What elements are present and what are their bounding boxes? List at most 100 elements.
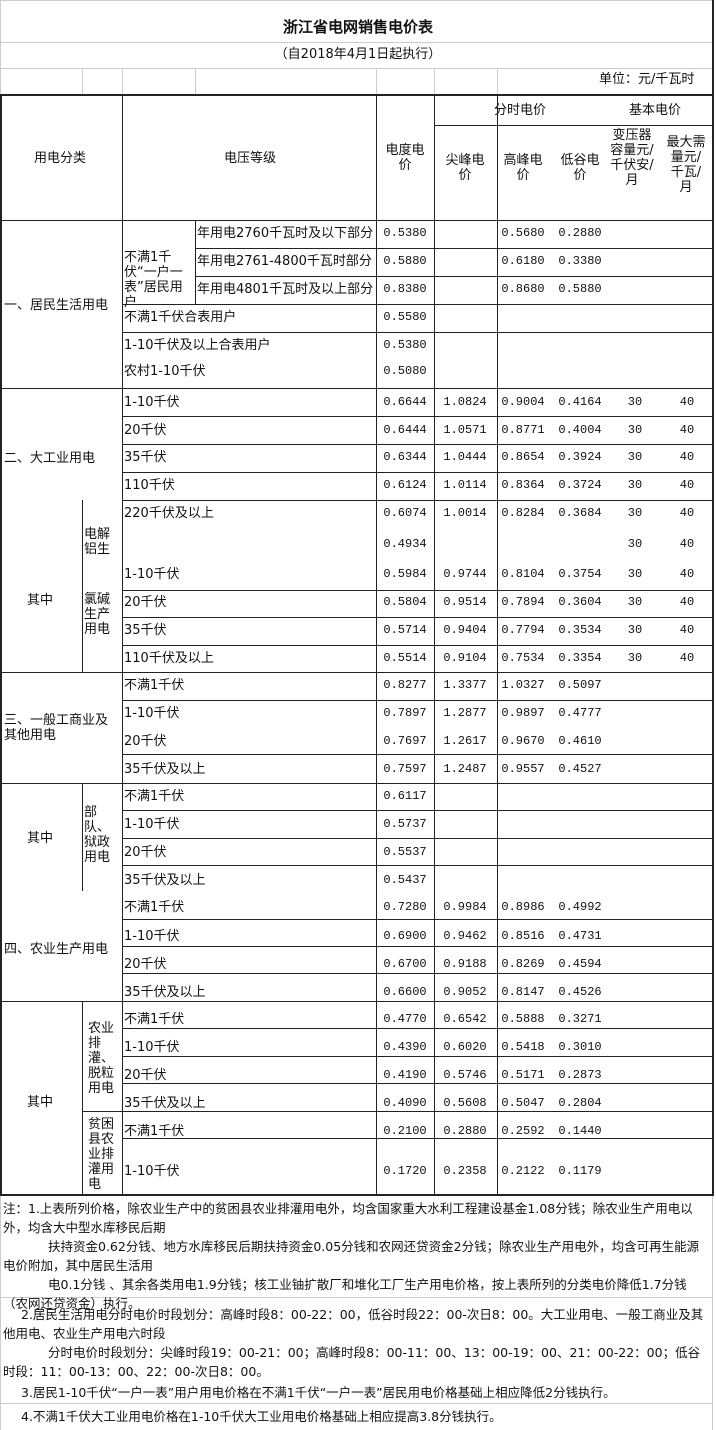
- grid-line: [122, 94, 123, 1196]
- energy-price: 0.4190: [383, 1068, 427, 1082]
- valley-price: 0.3724: [558, 478, 602, 492]
- energy-price: 0.1720: [383, 1164, 427, 1178]
- voltage-level: 1-10千伏: [124, 567, 180, 582]
- voltage-level: 不满1千伏: [124, 900, 185, 915]
- energy-price: 0.7280: [383, 900, 427, 914]
- energy-price: 0.7597: [383, 762, 427, 776]
- voltage-level: 110千伏及以上: [124, 651, 214, 666]
- grid-line: [122, 919, 712, 920]
- energy-price: 0.5380: [383, 338, 427, 352]
- sharp-peak-price: 0.9514: [443, 595, 487, 609]
- sharp-peak-price: 0.9052: [443, 985, 487, 999]
- grid-line: [122, 332, 712, 333]
- sharp-peak-price: 1.0444: [443, 450, 487, 464]
- grid-line: [712, 1196, 713, 1430]
- grid-line: [0, 1196, 1, 1430]
- grid-line: [195, 276, 712, 277]
- valley-price: 0.4594: [558, 957, 602, 971]
- sharp-peak-price: 0.9404: [443, 623, 487, 637]
- valley-price: 0.3924: [558, 450, 602, 464]
- sharp-peak-price: 0.9744: [443, 567, 487, 581]
- valley-price: 0.4610: [558, 734, 602, 748]
- voltage-level: 35千伏及以上: [124, 762, 206, 777]
- voltage-level: 35千伏: [124, 450, 167, 465]
- header-category: 用电分类: [33, 151, 87, 166]
- voltage-level: 不满1千伏: [124, 1124, 185, 1139]
- voltage-level: 35千伏及以上: [124, 1096, 206, 1111]
- grid-line: [0, 68, 712, 69]
- grid-line: [122, 838, 712, 839]
- peak-price: 0.7894: [501, 595, 545, 609]
- peak-price: 0.5680: [501, 226, 545, 240]
- grid-line: [122, 700, 712, 701]
- category-residential: 一、居民生活用电: [4, 298, 109, 313]
- peak-price: 0.5888: [501, 1012, 545, 1026]
- grid-line: [0, 783, 712, 784]
- energy-price: 0.2100: [383, 1124, 427, 1138]
- peak-price: 0.8654: [501, 450, 545, 464]
- voltage-level: 20千伏: [124, 423, 167, 438]
- energy-price: 0.4934: [383, 537, 427, 551]
- grid-line: [0, 42, 712, 43]
- grid-line: [122, 865, 712, 866]
- grid-line: [122, 444, 712, 445]
- header-voltage: 电压等级: [223, 151, 277, 166]
- energy-price: 0.5380: [383, 226, 427, 240]
- max-demand-price: 40: [679, 506, 695, 520]
- subcategory-irrigation: 农业排灌、脱粒用电: [88, 1021, 115, 1096]
- energy-price: 0.5580: [383, 310, 427, 324]
- energy-price: 0.6344: [383, 450, 427, 464]
- header-energy-price: 电度电价: [385, 143, 425, 173]
- peak-price: 0.8284: [501, 506, 545, 520]
- category-general-commercial: 三、一般工商业及其他用电: [4, 713, 109, 743]
- energy-price: 0.5537: [383, 845, 427, 859]
- voltage-level: 220千伏及以上: [124, 506, 214, 521]
- grid-line: [0, 1297, 712, 1298]
- voltage-level: 110千伏: [124, 478, 175, 493]
- transformer-capacity-price: 30: [627, 423, 643, 437]
- sharp-peak-price: 0.9188: [443, 957, 487, 971]
- note-text: 电0.1分钱 、其余各类用电1.9分钱；核工业铀扩散厂和堆化工厂生产用电价格，按…: [3, 1277, 687, 1311]
- sharp-peak-price: 0.9462: [443, 929, 487, 943]
- grid-line: [195, 220, 196, 304]
- grid-line: [376, 94, 377, 1196]
- voltage-level: 35千伏及以上: [124, 985, 206, 1000]
- energy-price: 0.6600: [383, 985, 427, 999]
- valley-price: 0.3271: [558, 1012, 602, 1026]
- valley-price: 0.5880: [558, 282, 602, 296]
- energy-price: 0.5984: [383, 567, 427, 581]
- max-demand-price: 40: [679, 537, 695, 551]
- transformer-capacity-price: 30: [627, 595, 643, 609]
- grid-line: [0, 0, 1, 95]
- grid-line: [122, 645, 712, 646]
- peak-price: 0.8771: [501, 423, 545, 437]
- subcategory-residential-single-meter: 不满1千伏“一户一表”居民用户: [124, 250, 183, 310]
- voltage-level: 年用电2761-4800千瓦时部分: [197, 254, 372, 269]
- grid-line: [122, 1028, 712, 1029]
- sharp-peak-price: 1.3377: [443, 678, 487, 692]
- subcategory-electrolytic-aluminium: 电解铝生: [84, 527, 111, 557]
- valley-price: 0.3380: [558, 254, 602, 268]
- grid-line: [0, 0, 712, 1]
- grid-line: [122, 472, 712, 473]
- voltage-level: 1-10千伏: [124, 1164, 180, 1179]
- voltage-level: 20千伏: [124, 734, 167, 749]
- grid-line: [82, 1001, 83, 1196]
- valley-price: 0.1440: [558, 1124, 602, 1138]
- voltage-level: 1-10千伏: [124, 817, 180, 832]
- subcategory-military-prison: 部队、狱政用电: [84, 805, 111, 865]
- category-agriculture: 四、农业生产用电: [4, 942, 109, 957]
- grid-line: [122, 68, 123, 95]
- grid-line: [0, 94, 714, 96]
- note-text: 3.居民1-10千伏“一户一表”用户用电价格在不满1千伏“一户一表”居民用电价格…: [21, 1385, 616, 1400]
- energy-price: 0.7897: [383, 706, 427, 720]
- grid-line: [0, 1403, 712, 1404]
- energy-price: 0.5804: [383, 595, 427, 609]
- document-subtitle: （自2018年4月1日起执行）: [274, 47, 442, 62]
- voltage-level: 不满1千伏: [124, 789, 185, 804]
- sharp-peak-price: 1.0014: [443, 506, 487, 520]
- energy-price: 0.6644: [383, 395, 427, 409]
- voltage-level: 年用电2760千瓦时及以下部分: [197, 226, 374, 241]
- grid-line: [122, 1138, 712, 1139]
- max-demand-price: 40: [679, 478, 695, 492]
